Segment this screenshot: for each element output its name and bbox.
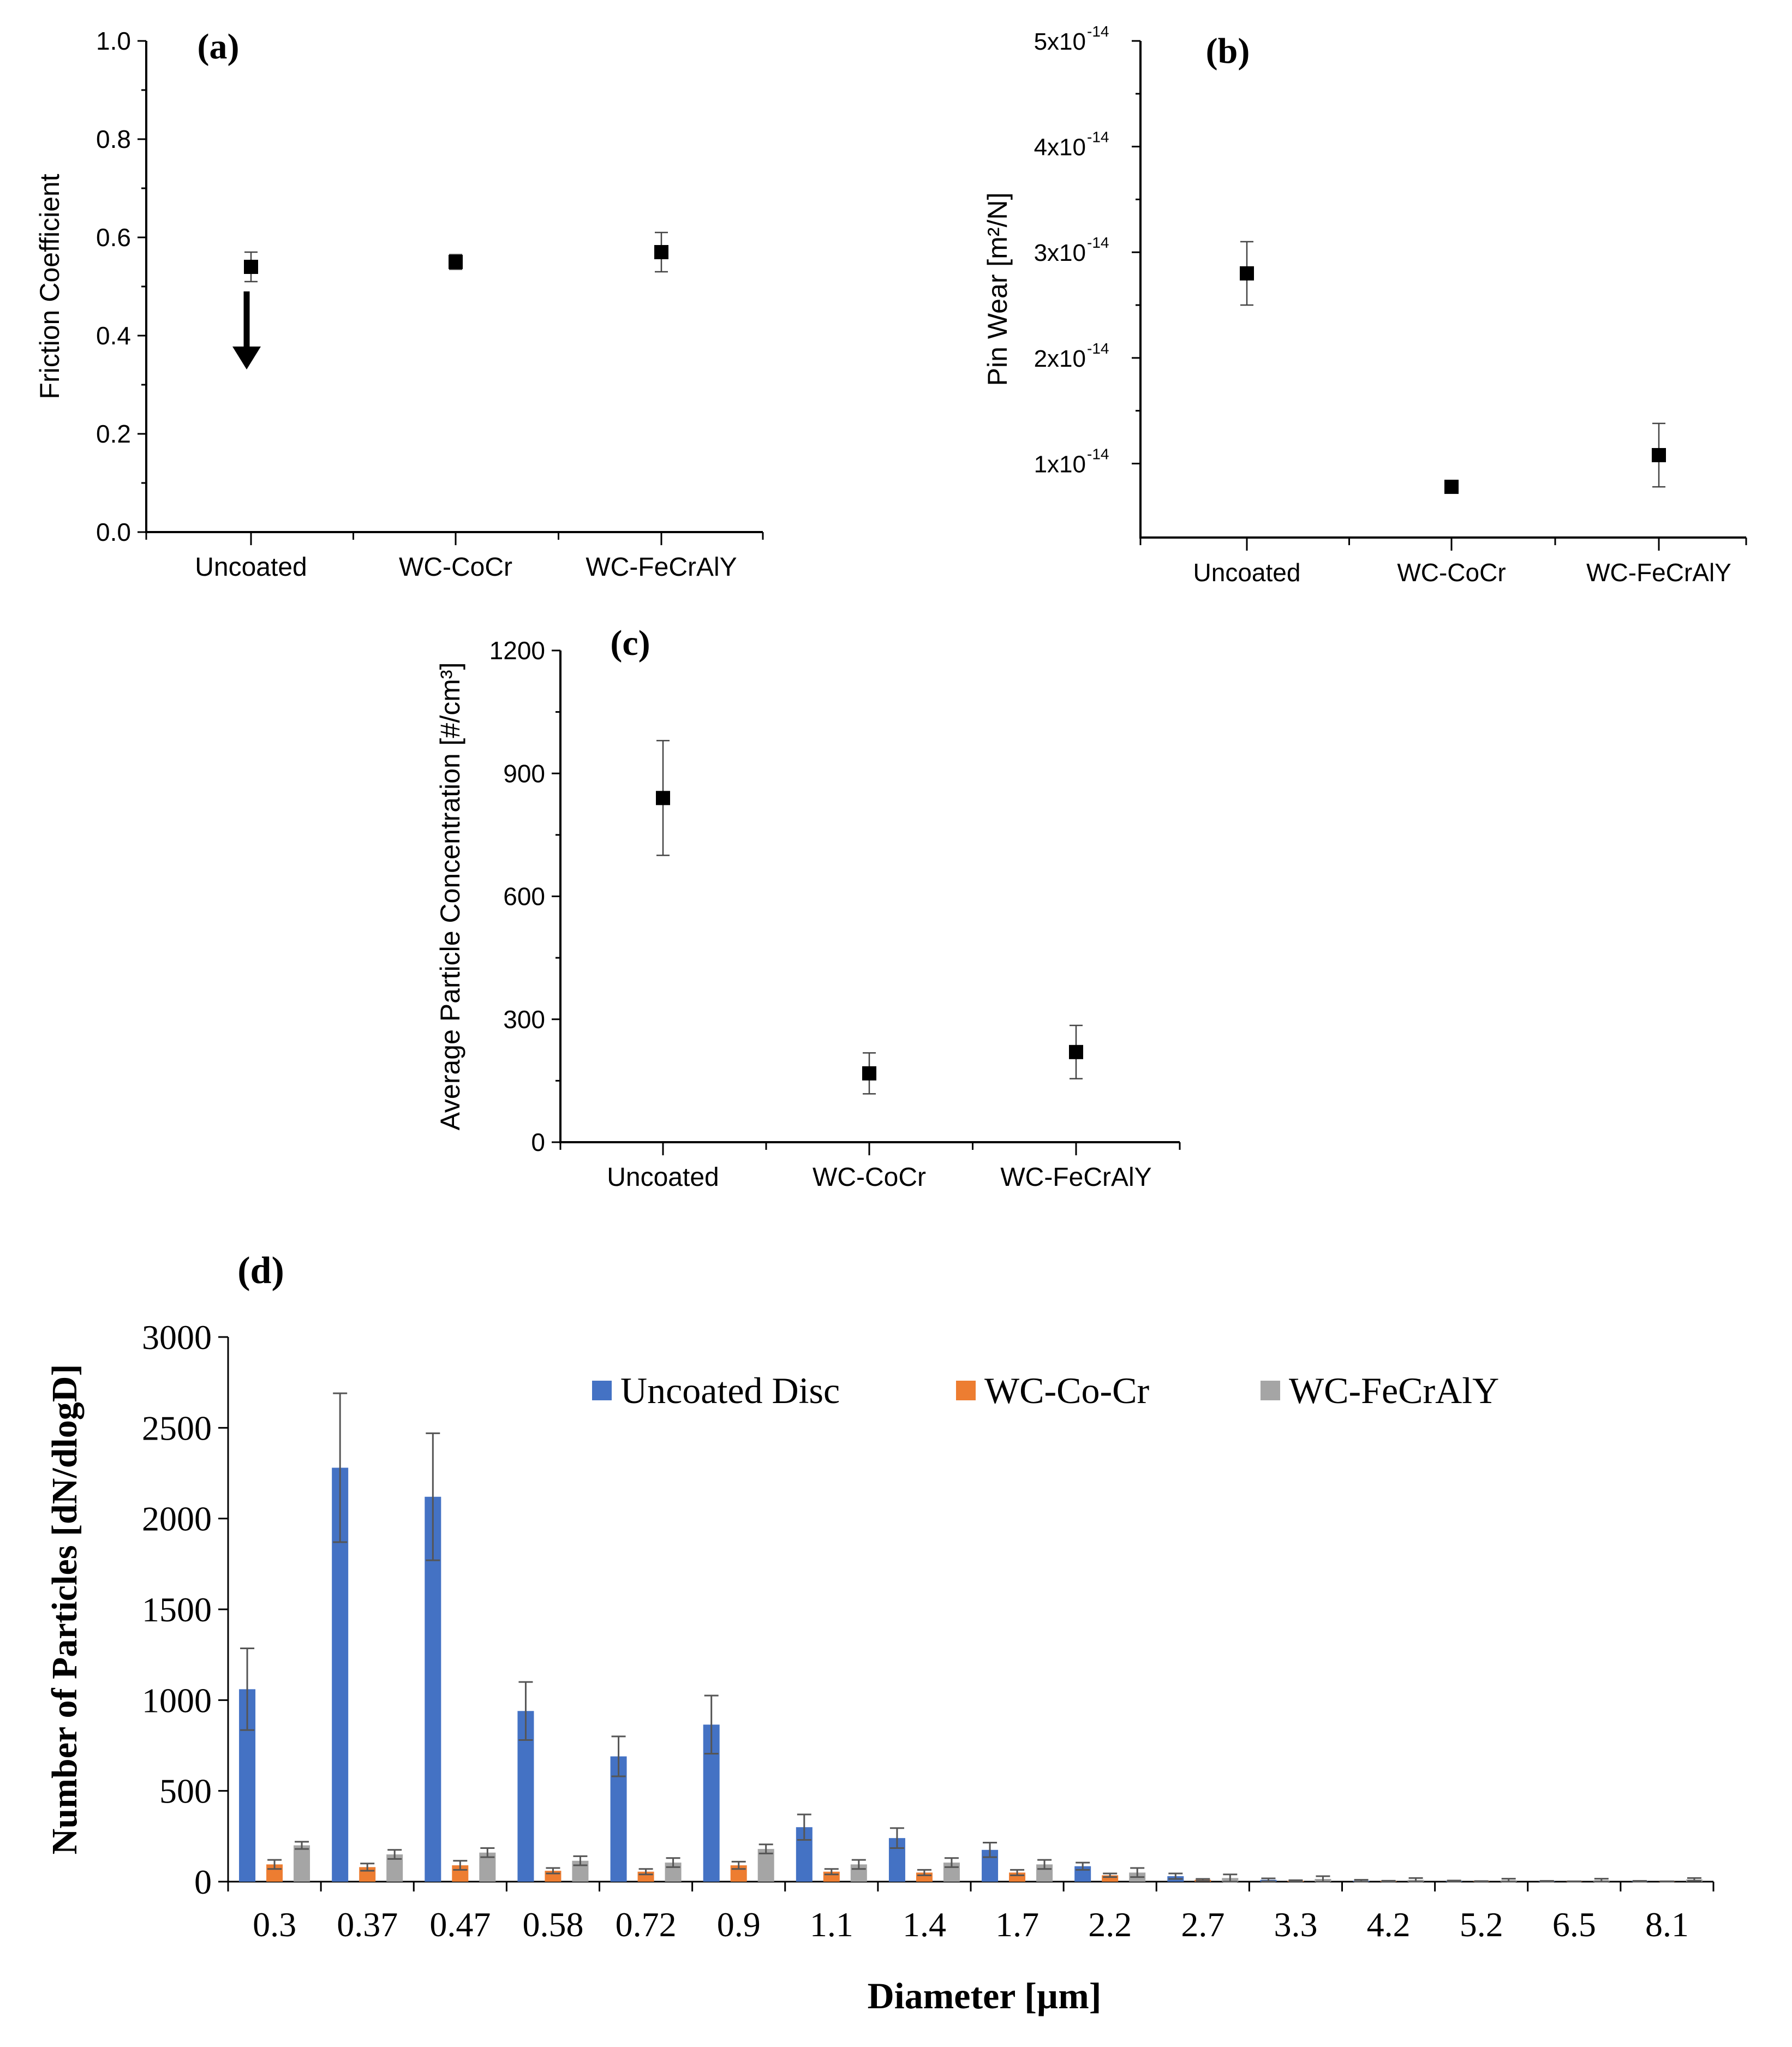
x-tick-label: 0.58: [522, 1905, 583, 1944]
panel-label: (b): [1206, 31, 1250, 71]
data-point: [244, 260, 258, 274]
x-tick-label: 0.9: [717, 1905, 761, 1944]
panel-label: (c): [610, 623, 650, 663]
x-tick-label: 0.72: [616, 1905, 677, 1944]
x-tick-label: 2.7: [1181, 1905, 1224, 1944]
y-axis-title: Friction Coefficient: [34, 174, 65, 399]
y-tick-label: 300: [503, 1005, 545, 1034]
x-tick-label: Uncoated: [607, 1163, 719, 1192]
data-point: [654, 245, 668, 259]
y-tick-label: 2500: [142, 1409, 212, 1447]
y-axis-title: Pin Wear [m²/N]: [982, 193, 1013, 386]
legend-label: WC-FeCrAlY: [1289, 1370, 1499, 1411]
x-tick-label: WC-CoCr: [399, 553, 512, 582]
legend-swatch: [956, 1381, 976, 1400]
y-tick-label: 0.0: [96, 518, 131, 546]
data-point: [862, 1066, 876, 1081]
x-tick-label: WC-FeCrAlY: [586, 553, 737, 582]
legend-swatch: [1261, 1381, 1280, 1400]
x-tick-label: 0.3: [253, 1905, 296, 1944]
y-tick-exponent: -14: [1087, 340, 1109, 357]
legend-label: Uncoated Disc: [620, 1370, 840, 1411]
y-tick-exponent: -14: [1087, 445, 1109, 462]
data-point: [656, 791, 670, 805]
y-tick-label: 500: [159, 1772, 212, 1811]
x-tick-label: 2.2: [1088, 1905, 1132, 1944]
data-point: [1652, 447, 1666, 462]
x-tick-label: 5.2: [1460, 1905, 1503, 1944]
y-tick-label: 2000: [142, 1500, 212, 1538]
data-point: [1444, 480, 1459, 494]
bar: [610, 1756, 627, 1882]
x-tick-label: 0.47: [429, 1905, 491, 1944]
y-tick-label: 4x10: [1034, 134, 1086, 161]
legend-swatch: [592, 1381, 612, 1400]
arrow-head: [232, 347, 261, 369]
x-axis-title: Diameter [µm]: [868, 1975, 1102, 2016]
y-tick-label: 600: [503, 882, 545, 911]
x-tick-label: 0.37: [337, 1905, 398, 1944]
x-tick-label: 1.7: [995, 1905, 1039, 1944]
y-axis-title: Number of Particles [dN/dlogD]: [45, 1364, 85, 1855]
bar: [757, 1849, 774, 1882]
x-tick-label: WC-FeCrAlY: [1000, 1163, 1151, 1192]
y-tick-label: 1x10: [1034, 451, 1086, 478]
x-tick-label: Uncoated: [1193, 558, 1301, 587]
y-tick-exponent: -14: [1087, 23, 1109, 40]
y-tick-label: 1200: [489, 636, 545, 665]
x-tick-label: 8.1: [1645, 1905, 1689, 1944]
y-tick-label: 0.2: [96, 420, 131, 448]
data-point: [1240, 266, 1254, 281]
bar: [1102, 1875, 1119, 1882]
y-tick-label: 0.6: [96, 223, 131, 252]
y-tick-label: 3000: [142, 1318, 212, 1357]
legend-item: WC-Co-Cr: [956, 1370, 1150, 1411]
y-tick-label: 2x10: [1034, 345, 1086, 372]
chart-d: (d) 0 500 1000 1500 2000 2500 3000 0.3 0.37 0.47 0.…: [45, 1250, 1715, 2016]
y-tick-label: 5x10: [1034, 28, 1086, 55]
legend-item: Uncoated Disc: [592, 1370, 840, 1411]
y-axis-title: Average Particle Concentration [#/cm³]: [435, 663, 465, 1131]
data-point: [1069, 1045, 1083, 1059]
x-tick-label: WC-CoCr: [813, 1163, 926, 1192]
x-tick-label: WC-CoCr: [1397, 558, 1506, 587]
x-tick-label: 3.3: [1274, 1905, 1317, 1944]
x-tick-label: 1.4: [903, 1905, 946, 1944]
legend-item: WC-FeCrAlY: [1261, 1370, 1499, 1411]
y-tick-exponent: -14: [1087, 234, 1109, 251]
y-tick-label: 0: [531, 1128, 545, 1156]
x-tick-label: WC-FeCrAlY: [1586, 558, 1731, 587]
y-tick-exponent: -14: [1087, 129, 1109, 146]
chart-a: (a) 0.0 0.2 0.4 0.6 0.8 1.0 Uncoated WC-CoCr WC-F…: [34, 27, 764, 582]
y-tick-label: 1500: [142, 1590, 212, 1629]
y-tick-label: 3x10: [1034, 240, 1086, 266]
x-tick-label: 6.5: [1552, 1905, 1596, 1944]
data-point: [449, 255, 463, 269]
chart-c: (c) 0 300 600 900 1200 Uncoated WC-CoCr WC-FeCrA…: [435, 623, 1181, 1192]
y-tick-label: 900: [503, 759, 545, 787]
x-tick-label: 4.2: [1367, 1905, 1411, 1944]
x-tick-label: Uncoated: [195, 553, 307, 582]
y-tick-label: 0.4: [96, 321, 131, 350]
panel-label: (d): [237, 1250, 284, 1292]
legend-label: WC-Co-Cr: [984, 1370, 1150, 1411]
y-tick-label: 0: [194, 1863, 212, 1901]
panel-label: (a): [198, 27, 240, 67]
y-tick-label: 1000: [142, 1681, 212, 1720]
y-tick-label: 0.8: [96, 125, 131, 153]
bar: [294, 1845, 310, 1882]
y-tick-label: 1.0: [96, 27, 131, 55]
x-tick-label: 1.1: [810, 1905, 853, 1944]
